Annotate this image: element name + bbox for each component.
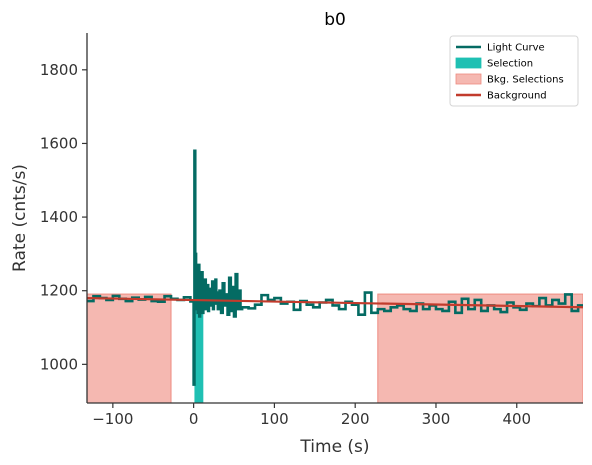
- y-tick-label: 1600: [40, 134, 78, 152]
- y-axis-ticks: 1000 1200 1400 1600 1800: [40, 61, 87, 373]
- x-axis-ticks: −100 0 100 200 300 400: [92, 403, 531, 428]
- x-tick-label: −100: [92, 410, 133, 428]
- legend-label: Selection: [487, 59, 533, 70]
- legend-frame: [449, 35, 579, 107]
- selection-layer: [194, 298, 204, 403]
- plot-area: [87, 149, 583, 403]
- background-fit-line: [87, 296, 583, 309]
- legend-swatch-patch: [455, 73, 482, 85]
- legend-label: Background: [487, 91, 547, 102]
- x-tick-label: 100: [260, 410, 289, 428]
- legend: Light Curve Selection Bkg. Selections Backg…: [449, 35, 579, 107]
- legend-label: Light Curve: [487, 43, 545, 54]
- bkg-selection-region-1: [87, 293, 172, 403]
- bkg-selection-layer: [87, 293, 583, 403]
- light-curve-series: [87, 149, 583, 386]
- x-tick-label: 0: [189, 410, 199, 428]
- x-axis-label: Time (s): [299, 437, 369, 457]
- selection-region: [194, 298, 204, 403]
- y-tick-label: 1800: [40, 61, 78, 79]
- x-tick-label: 300: [422, 410, 451, 428]
- x-tick-label: 400: [502, 410, 531, 428]
- x-tick-label: 200: [341, 410, 370, 428]
- chart-title: b0: [324, 10, 346, 30]
- legend-label: Bkg. Selections: [487, 75, 564, 86]
- legend-swatch-patch: [455, 57, 482, 69]
- y-tick-label: 1400: [40, 208, 78, 226]
- y-axis-label: Rate (cnts/s): [10, 164, 30, 272]
- y-tick-label: 1200: [40, 282, 78, 300]
- y-tick-label: 1000: [40, 355, 78, 373]
